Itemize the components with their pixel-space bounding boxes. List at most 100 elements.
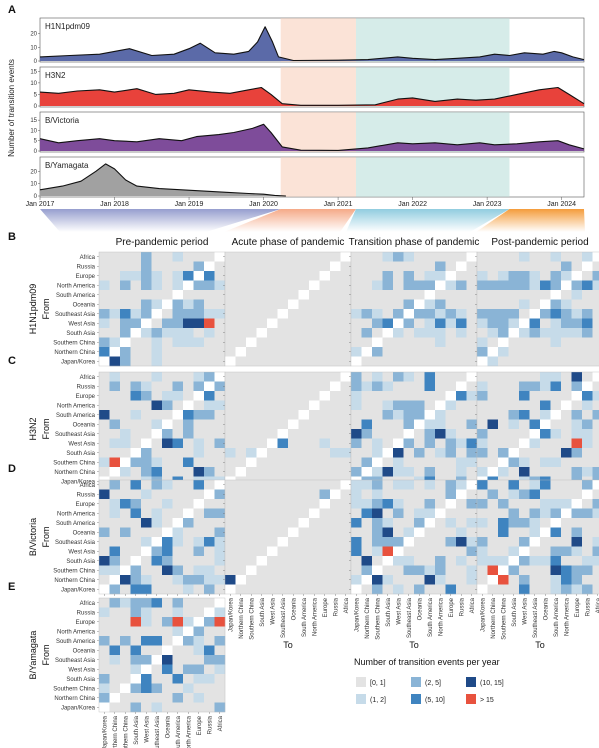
heatmap-cell bbox=[519, 337, 530, 348]
heatmap-cell bbox=[256, 527, 268, 538]
heatmap-cell bbox=[151, 448, 163, 458]
heatmap-cell bbox=[309, 527, 320, 538]
heatmap-cell bbox=[382, 372, 394, 382]
heatmap-cell bbox=[582, 299, 593, 310]
heatmap-cell bbox=[130, 356, 142, 367]
heatmap-cell bbox=[372, 448, 383, 458]
heatmap-cell bbox=[225, 480, 236, 490]
heatmap-cell bbox=[466, 457, 478, 468]
heatmap-cell bbox=[519, 261, 530, 272]
heatmap-cell bbox=[277, 457, 289, 468]
heatmap-cell bbox=[99, 372, 110, 382]
heatmap-cell bbox=[99, 419, 110, 430]
heatmap-cell bbox=[466, 537, 478, 547]
heatmap-cell bbox=[99, 556, 110, 566]
heatmap-cell bbox=[130, 518, 142, 528]
heatmap-cell bbox=[309, 337, 320, 348]
heatmap-cell bbox=[225, 584, 236, 595]
heatmap-cell bbox=[519, 518, 530, 528]
heatmap-cell bbox=[550, 457, 562, 468]
heatmap-cell bbox=[466, 347, 478, 357]
heatmap-cell bbox=[162, 584, 173, 595]
heatmap-cell bbox=[361, 381, 373, 392]
heatmap-cell bbox=[162, 598, 173, 608]
heatmap-cell bbox=[130, 508, 142, 519]
heatmap-cell bbox=[151, 309, 163, 319]
heatmap-cell bbox=[204, 280, 215, 291]
heatmap-cell bbox=[592, 480, 599, 490]
heatmap-cell bbox=[414, 448, 425, 458]
heatmap-cell bbox=[120, 347, 131, 357]
heatmap-cell bbox=[141, 617, 152, 627]
heatmap-cell bbox=[330, 356, 341, 367]
heatmap-cell bbox=[109, 702, 121, 713]
heatmap-cell bbox=[141, 328, 152, 338]
row-label: West Asia bbox=[68, 321, 95, 327]
heatmap-cell bbox=[456, 252, 467, 262]
heatmap-cell bbox=[267, 518, 278, 528]
row-label: West Asia bbox=[68, 667, 95, 673]
heatmap-cell bbox=[109, 664, 121, 675]
heatmap-cell bbox=[141, 683, 152, 694]
heatmap-cell bbox=[466, 381, 478, 392]
heatmap-cell bbox=[340, 556, 352, 566]
heatmap-cell bbox=[487, 508, 499, 519]
heatmap-cell bbox=[109, 598, 121, 608]
heatmap-cell bbox=[214, 537, 226, 547]
heatmap-cell bbox=[288, 489, 299, 500]
heatmap-cell bbox=[466, 290, 478, 300]
heatmap-cell bbox=[172, 556, 184, 566]
heatmap-cell bbox=[361, 391, 373, 401]
heatmap-cell bbox=[435, 448, 446, 458]
heatmap-cell bbox=[141, 489, 152, 500]
heatmap-cell bbox=[256, 467, 268, 477]
heatmap-cell bbox=[162, 518, 173, 528]
heatmap-cell bbox=[403, 518, 415, 528]
heatmap-cell bbox=[435, 261, 446, 272]
heatmap-cell bbox=[382, 499, 394, 509]
heatmap-cell bbox=[225, 537, 236, 547]
heatmap-cell bbox=[498, 410, 509, 420]
heatmap-cell bbox=[540, 381, 551, 392]
heatmap-cell bbox=[99, 400, 110, 411]
heatmap-cell bbox=[445, 467, 457, 477]
heatmap-cell bbox=[508, 299, 520, 310]
heatmap-cell bbox=[361, 429, 373, 439]
heatmap-cell bbox=[235, 537, 247, 547]
heatmap-cell bbox=[319, 546, 331, 557]
heatmap-cell bbox=[330, 328, 341, 338]
heatmap-cell bbox=[582, 372, 593, 382]
heatmap-cell bbox=[393, 271, 404, 281]
heatmap-cell bbox=[592, 318, 599, 329]
heatmap-cell bbox=[204, 261, 215, 272]
heatmap-cell bbox=[277, 309, 289, 319]
heatmap-cell bbox=[109, 546, 121, 557]
heatmap-cell bbox=[424, 448, 436, 458]
heatmap-cell bbox=[456, 575, 467, 585]
heatmap-cell bbox=[414, 261, 425, 272]
heatmap-cell bbox=[298, 400, 310, 411]
heatmap-cell bbox=[424, 337, 436, 348]
heatmap-cell bbox=[519, 489, 530, 500]
heatmap-cell bbox=[519, 309, 530, 319]
heatmap-cell bbox=[246, 438, 257, 449]
heatmap-cell bbox=[529, 347, 541, 357]
heatmap-cell bbox=[172, 584, 184, 595]
heatmap-cell bbox=[109, 537, 121, 547]
heatmap-cell bbox=[162, 693, 173, 703]
heatmap-cell bbox=[151, 400, 163, 411]
heatmap-frame bbox=[98, 597, 226, 713]
heatmap-cell bbox=[435, 499, 446, 509]
heatmap-cell bbox=[361, 337, 373, 348]
heatmap-cell bbox=[351, 410, 362, 420]
heatmap-cell bbox=[424, 271, 436, 281]
heatmap-cell bbox=[529, 556, 541, 566]
heatmap-cell bbox=[550, 410, 562, 420]
heatmap-cell bbox=[529, 318, 541, 329]
heatmap-cell bbox=[519, 400, 530, 411]
ytick-label: 10 bbox=[30, 45, 37, 51]
heatmap-cell bbox=[372, 518, 383, 528]
heatmap-cell bbox=[571, 400, 583, 411]
heatmap-cell bbox=[592, 400, 599, 411]
heatmap-cell bbox=[477, 372, 488, 382]
